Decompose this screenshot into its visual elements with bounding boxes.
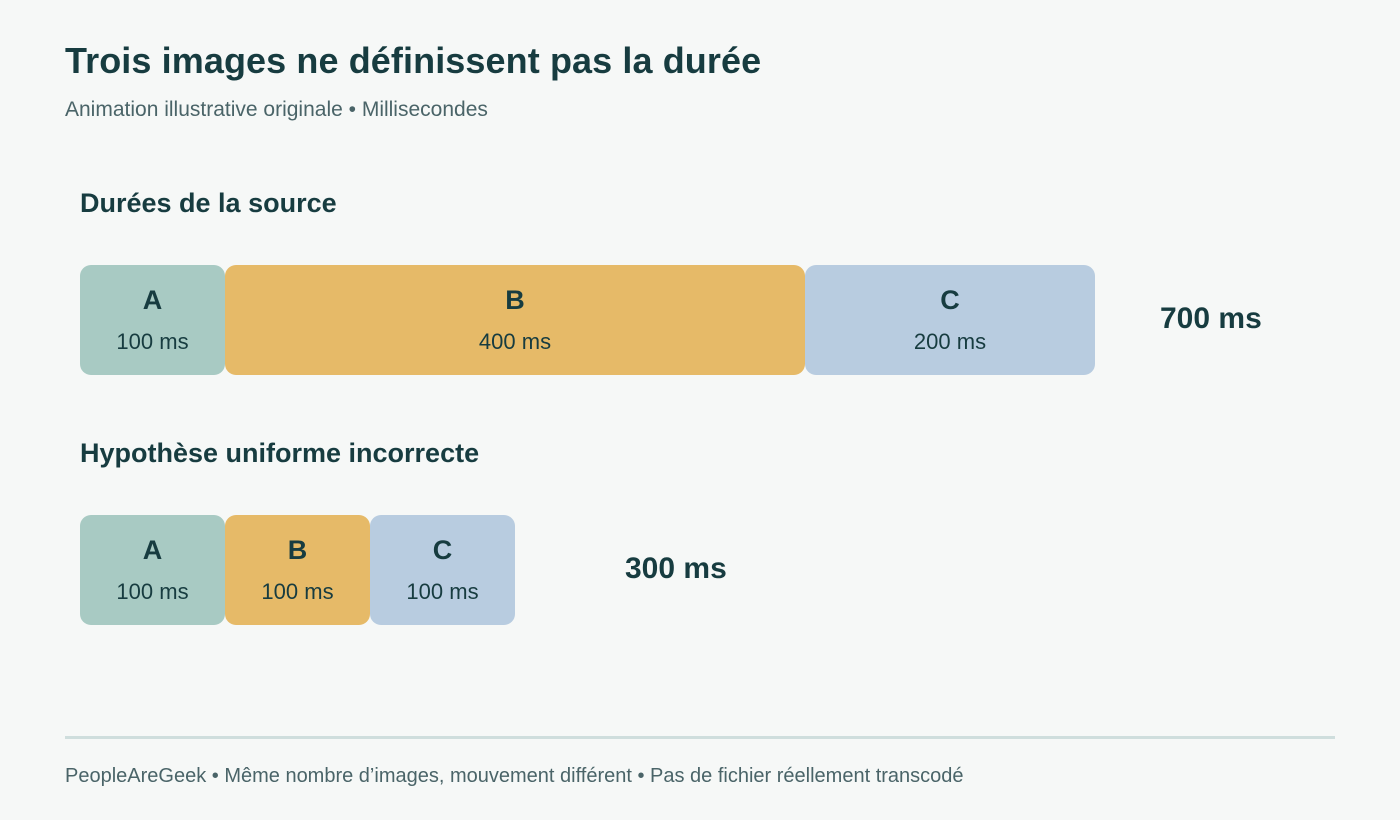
frame-duration-label: 200 ms: [913, 329, 987, 354]
uniform-frame-a: A 100 ms: [80, 515, 225, 625]
uniform-frame-c: C 100 ms: [370, 515, 515, 625]
frame-name-label: A: [142, 285, 163, 315]
page-title: Trois images ne définissent pas la durée: [65, 40, 762, 81]
frame-name-label: B: [287, 535, 308, 565]
source-frame-b: B 400 ms: [225, 265, 805, 375]
frame-name-label: C: [432, 535, 453, 565]
frame-duration-label: 100 ms: [116, 579, 189, 604]
frame-duration-label: 400 ms: [478, 329, 552, 354]
source-frame-a: A 100 ms: [80, 265, 225, 375]
page-subtitle: Animation illustrative originale • Milli…: [65, 98, 488, 121]
source-total: 700 ms: [1160, 302, 1262, 335]
uniform-frame-b: B 100 ms: [225, 515, 370, 625]
frame-name-label: C: [940, 285, 960, 315]
frame-name-label: A: [142, 535, 163, 565]
footer-note: PeopleAreGeek • Même nombre d’images, mo…: [65, 765, 964, 787]
source-section-label: Durées de la source: [80, 188, 337, 218]
frame-duration-label: 100 ms: [261, 579, 334, 604]
frame-duration-label: 100 ms: [406, 579, 479, 604]
uniform-total: 300 ms: [625, 552, 727, 585]
frame-name-label: B: [505, 285, 525, 315]
source-frame-c: C 200 ms: [805, 265, 1095, 375]
footer-divider: [65, 736, 1335, 739]
source-timeline: A 100 ms B 400 ms C 200 ms: [80, 265, 1095, 375]
uniform-section-label: Hypothèse uniforme incorrecte: [80, 438, 480, 468]
uniform-timeline: A 100 ms B 100 ms C 100 ms: [80, 515, 515, 625]
frame-duration-label: 100 ms: [116, 329, 189, 354]
